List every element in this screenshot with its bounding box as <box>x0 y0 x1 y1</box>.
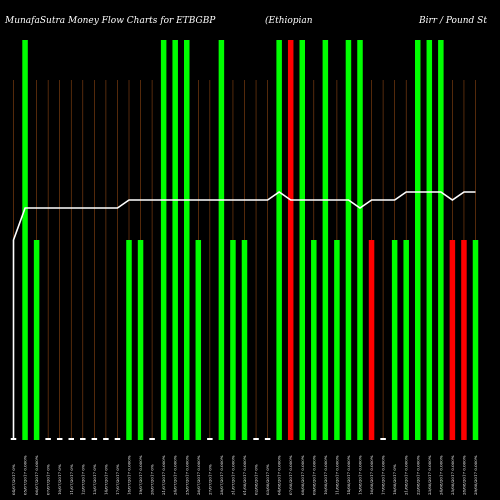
x-tick-label: 14/07/2017 0% <box>103 464 108 495</box>
bar <box>241 240 248 440</box>
bar <box>472 240 479 440</box>
bar <box>415 40 421 440</box>
bar <box>230 240 236 440</box>
x-tick-label: 16/08/2017 0.000% <box>369 455 374 495</box>
x-tick-label: 03/08/2017 0% <box>265 464 270 495</box>
chart-title-right: Birr / Pound St <box>418 16 487 26</box>
bar <box>391 240 398 440</box>
x-tick-label: 06/07/2017 0.000% <box>34 455 39 495</box>
bar <box>91 438 98 440</box>
money-flow-line-path <box>12 191 476 440</box>
bar <box>184 40 190 440</box>
x-tick-label: 04/08/2017 0.000% <box>277 455 282 495</box>
bar <box>287 40 294 440</box>
bar <box>68 438 74 440</box>
bars <box>10 40 479 440</box>
x-tick-label: 28/07/2017 0.000% <box>219 455 224 495</box>
x-tick-label: 17/07/2017 0% <box>115 464 120 495</box>
bar <box>218 40 225 440</box>
x-tick-label: 18/07/2017 0.000% <box>127 455 132 495</box>
x-tick-label: 31/07/2017 0.000% <box>230 455 235 495</box>
x-tick-label: 17/08/2017 0.000% <box>381 455 386 495</box>
bar <box>56 438 63 440</box>
x-tick-label: 26/07/2017 0.000% <box>196 455 201 495</box>
x-tick-label: 10/07/2017 0% <box>57 464 62 495</box>
x-tick-label: 25/07/2017 0.000% <box>184 455 189 495</box>
x-tick-label: 04/07/2017 0% <box>11 464 16 495</box>
x-tick-label: 07/07/2017 0% <box>46 464 51 495</box>
x-tick-label: 25/08/2017 0.000% <box>450 455 455 495</box>
money-flow-line <box>12 191 476 440</box>
x-tick-labels: 04/07/2017 0% 05/07/2017 0.000% 06/07/2017… <box>11 455 478 495</box>
x-tick-label: 21/07/2017 0.000% <box>161 455 166 495</box>
x-tick-label: 15/08/2017 0.000% <box>358 455 363 495</box>
bar <box>137 240 144 440</box>
x-tick-label: 02/08/2017 0% <box>254 464 259 495</box>
x-tick-label: 20/07/2017 0% <box>150 464 155 495</box>
x-tick-label: 21/08/2017 0.000% <box>404 455 409 495</box>
bar <box>160 40 167 440</box>
x-tick-label: 10/08/2017 0.000% <box>323 455 328 495</box>
bar <box>449 240 456 440</box>
bar <box>334 240 340 440</box>
bar <box>368 240 375 440</box>
x-tick-label: 28/08/2017 0.000% <box>461 455 466 495</box>
x-tick-label: 12/07/2017 0% <box>80 464 85 495</box>
chart-title-middle: (Ethiopian <box>265 15 313 26</box>
x-tick-label: 09/08/2017 0.000% <box>311 455 316 495</box>
x-tick-label: 18/08/2017 0% <box>392 464 397 495</box>
bar <box>207 438 213 440</box>
bar <box>403 240 409 440</box>
x-tick-label: 24/08/2017 0.000% <box>438 455 443 495</box>
bar <box>103 438 109 440</box>
x-tick-label: 07/08/2017 0.000% <box>288 455 293 495</box>
chart-title-left: MunafaSutra Money Flow Charts for ETBGBP <box>4 16 216 26</box>
bar <box>45 438 51 440</box>
x-tick-label: 13/07/2017 0% <box>92 464 97 495</box>
bar <box>345 40 352 440</box>
bar <box>276 40 282 440</box>
bar <box>380 438 386 440</box>
x-tick-label: 27/07/2017 0% <box>207 464 212 495</box>
bar <box>426 40 433 440</box>
x-tick-label: 08/08/2017 0.000% <box>300 455 305 495</box>
x-tick-label: 05/07/2017 0.000% <box>23 455 28 495</box>
bar <box>80 438 86 440</box>
x-tick-label: 23/08/2017 0.000% <box>427 455 432 495</box>
bar <box>322 40 329 440</box>
x-tick-label: 29/08/2017 0.000% <box>473 455 478 495</box>
bar <box>22 40 28 440</box>
x-tick-label: 22/08/2017 0.000% <box>415 455 420 495</box>
x-tick-label: 11/08/2017 0.000% <box>334 455 339 495</box>
bar <box>311 240 317 440</box>
x-tick-label: 24/07/2017 0.000% <box>173 455 178 495</box>
bar <box>195 240 202 440</box>
bar <box>172 40 178 440</box>
bar <box>33 240 40 440</box>
bar <box>357 40 363 440</box>
bar <box>126 240 132 440</box>
x-tick-label: 14/08/2017 0.000% <box>346 455 351 495</box>
x-tick-label: 01/08/2017 0.000% <box>242 455 247 495</box>
bar <box>114 438 121 440</box>
bar <box>461 240 467 440</box>
bar <box>299 40 305 440</box>
bar <box>438 40 444 440</box>
x-tick-label: 19/07/2017 0.000% <box>138 455 143 495</box>
bar <box>253 438 259 440</box>
bar <box>264 438 271 440</box>
bar <box>149 438 155 440</box>
x-tick-label: 11/07/2017 0% <box>69 464 74 495</box>
